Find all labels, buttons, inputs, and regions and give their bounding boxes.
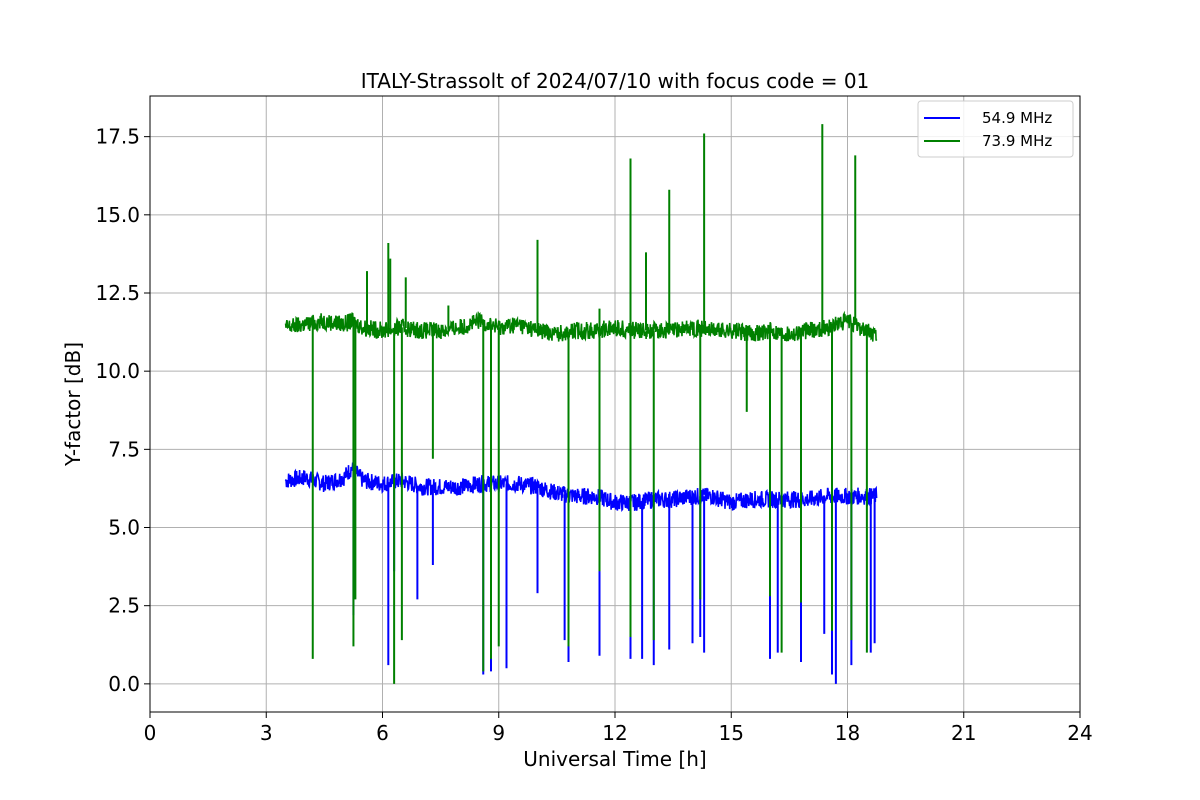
legend-box <box>917 100 1074 158</box>
x-tick-label: 24 <box>1067 721 1092 745</box>
series-0 <box>284 462 878 684</box>
x-tick-label: 18 <box>835 721 860 745</box>
y-axis-label: Y-factor [dB] <box>61 342 85 467</box>
x-tick-label: 15 <box>719 721 744 745</box>
legend: 54.9 MHz 73.9 MHz <box>917 100 1074 158</box>
series-1 <box>284 124 878 684</box>
y-axis: 0.0 2.5 5.0 7.5 10.0 12.5 15.0 17.5 <box>95 125 150 696</box>
x-tick-label: 12 <box>602 721 627 745</box>
x-axis-label: Universal Time [h] <box>523 747 706 771</box>
x-tick-label: 3 <box>260 721 273 745</box>
y-tick-label: 15.0 <box>95 203 140 227</box>
x-tick-label: 6 <box>376 721 389 745</box>
x-tick-label: 9 <box>492 721 505 745</box>
x-axis: 0 3 6 9 12 15 18 21 24 <box>144 712 1093 745</box>
y-tick-label: 7.5 <box>108 437 140 461</box>
grid <box>149 96 1081 712</box>
y-tick-label: 17.5 <box>95 125 140 149</box>
legend-label: 54.9 MHz <box>982 109 1052 127</box>
y-tick-label: 12.5 <box>95 281 140 305</box>
series-line <box>284 462 878 512</box>
chart-title: ITALY-Strassolt of 2024/07/10 with focus… <box>361 69 870 93</box>
legend-label: 73.9 MHz <box>982 132 1052 150</box>
y-tick-label: 2.5 <box>108 594 140 618</box>
x-tick-label: 21 <box>951 721 976 745</box>
y-tick-label: 0.0 <box>108 672 140 696</box>
series-line <box>284 310 878 342</box>
y-tick-label: 5.0 <box>108 516 140 540</box>
y-tick-label: 10.0 <box>95 359 140 383</box>
x-tick-label: 0 <box>144 721 157 745</box>
plot-area <box>284 124 878 684</box>
